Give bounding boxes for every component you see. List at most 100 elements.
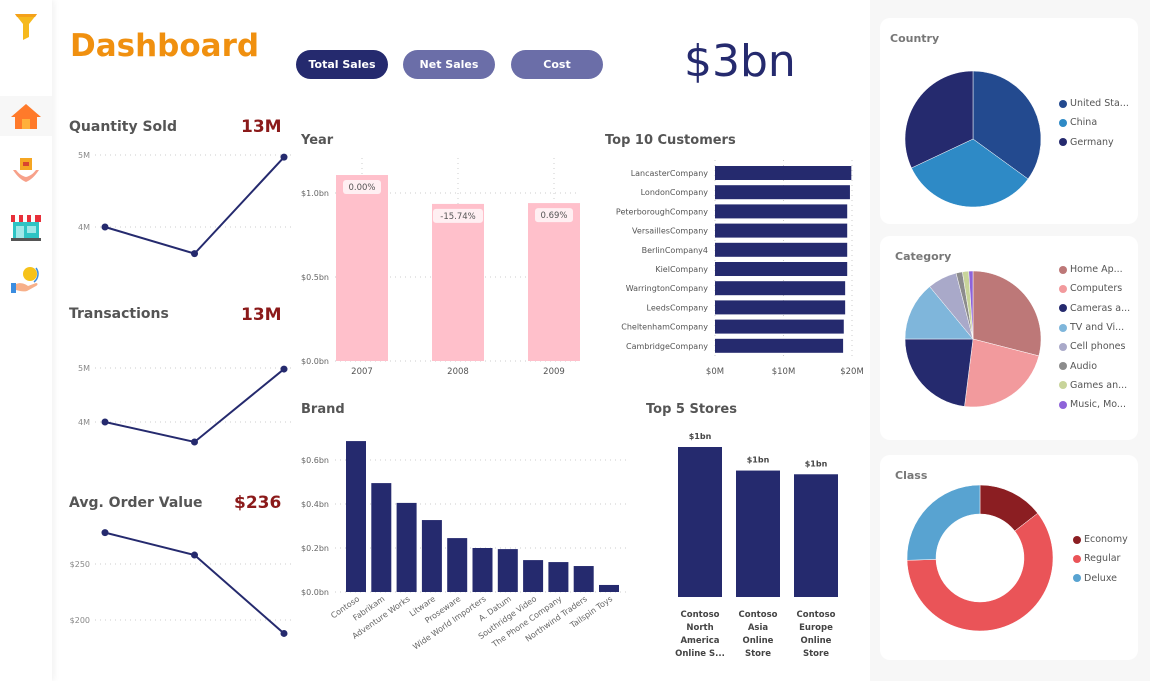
- bar: [548, 562, 569, 592]
- legend-dot-icon: [1073, 574, 1081, 583]
- legend-item[interactable]: Audio: [1059, 356, 1130, 375]
- y-tick-label: $250: [70, 560, 90, 569]
- bar: [715, 242, 848, 257]
- bar: [599, 584, 619, 592]
- line-series: [104, 368, 285, 444]
- y-tick-label: $200: [70, 616, 90, 625]
- kpi-label-transactions: Transactions: [69, 306, 169, 322]
- pie-slice: [906, 512, 1054, 632]
- category-title: Category: [895, 250, 952, 263]
- legend-dot-icon: [1059, 284, 1067, 293]
- brand-chart-title: Brand: [301, 402, 345, 417]
- sidebar-item-stores[interactable]: [0, 206, 52, 246]
- category-label: CheltenhamCompany: [621, 323, 708, 332]
- bar: [715, 185, 850, 200]
- legend-item[interactable]: Cameras a...: [1059, 299, 1130, 318]
- kpi-label-aov: Avg. Order Value: [69, 495, 203, 511]
- data-label-bg: [433, 208, 483, 223]
- legend-item[interactable]: Regular: [1073, 549, 1128, 568]
- category-label: LondonCompany: [641, 188, 709, 197]
- legend-item[interactable]: Home Ap...: [1059, 260, 1130, 279]
- legend-label: Economy: [1084, 534, 1128, 546]
- stores-chart-title: Top 5 Stores: [646, 402, 737, 417]
- data-label-bg: [343, 180, 381, 195]
- filter-icon: [15, 14, 37, 40]
- bar: [715, 338, 844, 353]
- home-icon: [11, 104, 41, 129]
- legend-label: Audio: [1070, 360, 1098, 372]
- kpi-value-quantity: 13M: [241, 117, 282, 137]
- store-icon: [11, 215, 41, 241]
- x-tick-label: 2007: [351, 367, 373, 377]
- pie-slice: [906, 484, 981, 561]
- bar: [447, 538, 468, 592]
- legend-label: Cell phones: [1070, 341, 1126, 353]
- bar: [573, 566, 594, 592]
- net-sales-button[interactable]: Net Sales: [403, 50, 495, 79]
- data-label: 0.00%: [348, 183, 375, 193]
- legend-item[interactable]: Economy: [1073, 530, 1128, 549]
- bar: [432, 203, 484, 361]
- line-series: [104, 531, 285, 635]
- legend-item[interactable]: TV and Vi...: [1059, 318, 1130, 337]
- data-point: [101, 418, 109, 426]
- bar: [528, 203, 580, 361]
- kpi-value-transactions: 13M: [241, 305, 282, 325]
- data-label: $1bn: [747, 456, 770, 465]
- bar: [736, 470, 780, 597]
- legend-item[interactable]: United Sta...: [1059, 94, 1129, 113]
- bar: [396, 502, 417, 592]
- country-title: Country: [890, 32, 940, 45]
- legend-dot-icon: [1073, 535, 1081, 544]
- pie-slice: [972, 70, 1042, 180]
- category-legend: Home Ap... Computers Cameras a... TV and Vi…: [1059, 260, 1130, 414]
- money-hand-icon: [11, 267, 39, 293]
- data-label: $1bn: [805, 459, 828, 468]
- bar: [715, 262, 848, 276]
- legend-label: China: [1070, 117, 1098, 129]
- legend-item[interactable]: Cell phones: [1059, 337, 1130, 356]
- sidebar-item-products[interactable]: [0, 152, 52, 192]
- pie-slice: [904, 70, 974, 169]
- legend-item[interactable]: China: [1059, 113, 1129, 132]
- pie-slice: [968, 270, 974, 340]
- category-label: Contoso: [681, 610, 720, 620]
- cost-button[interactable]: Cost: [511, 50, 603, 79]
- sidebar-item-finance[interactable]: [0, 260, 52, 300]
- legend-label: Games an...: [1070, 379, 1128, 391]
- total-sales-button[interactable]: Total Sales: [296, 50, 388, 79]
- legend-item[interactable]: Germany: [1059, 133, 1129, 152]
- bar: [371, 483, 392, 592]
- bar: [336, 175, 388, 361]
- category-label: PeterboroughCompany: [616, 207, 708, 216]
- legend-label: Deluxe: [1084, 572, 1117, 584]
- data-label: 0.69%: [540, 211, 567, 221]
- y-tick-label: 4M: [78, 223, 90, 232]
- filter-button[interactable]: [0, 6, 52, 46]
- legend-item[interactable]: Computers: [1059, 279, 1130, 298]
- legend-label: Computers: [1070, 283, 1123, 295]
- category-label: VersaillesCompany: [632, 227, 708, 236]
- legend-dot-icon: [1059, 304, 1067, 313]
- legend-dot-icon: [1059, 362, 1067, 371]
- category-label: LancasterCompany: [631, 169, 709, 178]
- y-tick-label: $0.0bn: [301, 357, 329, 366]
- pie-slice: [964, 338, 1040, 408]
- line-series: [104, 156, 285, 255]
- legend-item[interactable]: Music, Mo...: [1059, 395, 1130, 414]
- category-label: Contoso: [739, 610, 778, 620]
- x-tick-label: 2009: [543, 367, 565, 377]
- category-label: KielCompany: [655, 265, 708, 274]
- y-tick-label: 5M: [78, 364, 90, 373]
- class-legend: Economy Regular Deluxe: [1073, 530, 1128, 588]
- sidebar-item-home[interactable]: [0, 96, 52, 136]
- data-point: [101, 529, 109, 537]
- legend-dot-icon: [1059, 118, 1067, 127]
- bar: [794, 474, 838, 597]
- legend-item[interactable]: Games an...: [1059, 376, 1130, 395]
- data-label-bg: [535, 208, 573, 223]
- legend-label: Germany: [1070, 136, 1114, 148]
- legend-label: United Sta...: [1070, 98, 1129, 110]
- x-tick-label: $0M: [706, 367, 724, 377]
- legend-item[interactable]: Deluxe: [1073, 569, 1128, 588]
